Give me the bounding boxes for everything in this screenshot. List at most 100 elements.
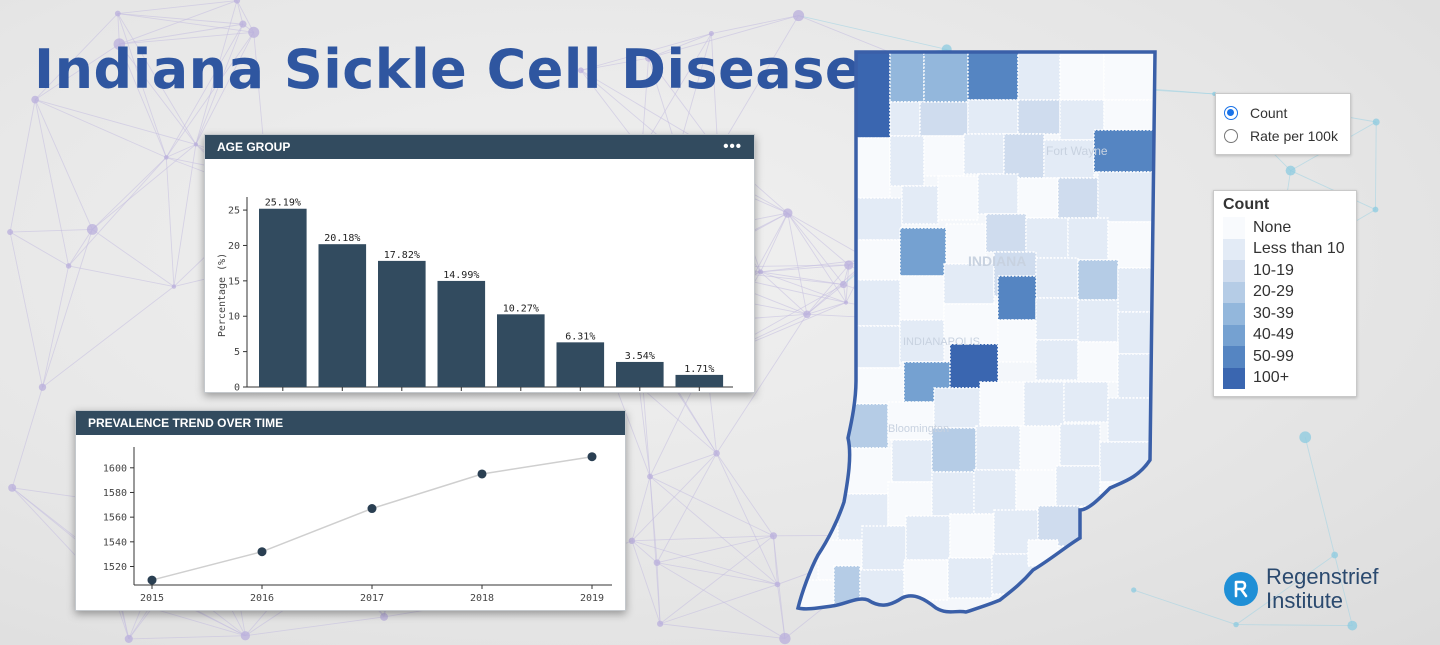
county[interactable] xyxy=(947,557,993,599)
county[interactable] xyxy=(889,52,925,103)
county[interactable] xyxy=(833,565,861,605)
radio-rate-dot[interactable] xyxy=(1224,128,1238,143)
bar-50-59[interactable] xyxy=(556,342,605,387)
county[interactable] xyxy=(923,135,965,177)
county[interactable] xyxy=(905,515,951,561)
county[interactable] xyxy=(943,303,999,345)
county[interactable] xyxy=(889,135,925,187)
bar-data-label: 6.31% xyxy=(565,331,595,342)
county[interactable] xyxy=(1055,465,1101,507)
county[interactable] xyxy=(1017,52,1061,101)
county[interactable] xyxy=(997,319,1037,363)
county[interactable] xyxy=(1117,353,1155,399)
county[interactable] xyxy=(1077,259,1119,301)
county[interactable] xyxy=(933,387,981,429)
county[interactable] xyxy=(1017,99,1061,135)
network-edge xyxy=(649,476,778,585)
county[interactable] xyxy=(943,263,995,305)
county[interactable] xyxy=(855,137,891,199)
county[interactable] xyxy=(1035,257,1079,299)
county[interactable] xyxy=(931,471,975,517)
line-point-2019[interactable] xyxy=(587,452,597,462)
county[interactable] xyxy=(1097,171,1155,223)
network-edge xyxy=(777,584,786,639)
county[interactable] xyxy=(855,197,903,241)
county[interactable] xyxy=(973,469,1017,515)
county[interactable] xyxy=(977,173,1019,215)
radio-count-dot[interactable] xyxy=(1224,105,1238,120)
county[interactable] xyxy=(985,213,1027,253)
bar-30-39[interactable] xyxy=(437,280,486,387)
bar-0-09[interactable] xyxy=(259,208,307,387)
ellipsis-icon[interactable]: ••• xyxy=(723,138,742,155)
indiana-county-map[interactable]: Fort Wayne INDIANA INDIANAPOLIS Blooming… xyxy=(788,40,1168,630)
county[interactable] xyxy=(891,439,933,483)
network-node xyxy=(38,383,47,391)
county[interactable] xyxy=(855,325,901,369)
county[interactable] xyxy=(919,101,969,137)
radio-count[interactable]: Count xyxy=(1224,101,1342,124)
bar-20-29[interactable] xyxy=(378,260,426,387)
county[interactable] xyxy=(1077,341,1119,383)
county[interactable] xyxy=(901,185,939,225)
county[interactable] xyxy=(1099,441,1151,483)
county[interactable] xyxy=(1023,381,1065,427)
line-y-tick-label: 1600 xyxy=(103,463,127,474)
bar-10-19[interactable] xyxy=(318,244,367,387)
county[interactable] xyxy=(1017,177,1059,219)
county[interactable] xyxy=(1019,425,1061,471)
county[interactable] xyxy=(861,525,907,571)
county[interactable] xyxy=(899,227,947,277)
county[interactable] xyxy=(937,175,979,221)
network-edge xyxy=(631,540,661,624)
regenstrief-logo-icon xyxy=(1224,572,1258,606)
county[interactable] xyxy=(1103,99,1155,131)
county[interactable] xyxy=(1043,139,1095,179)
county[interactable] xyxy=(847,447,893,495)
county[interactable] xyxy=(963,133,1005,175)
county[interactable] xyxy=(903,559,949,601)
county[interactable] xyxy=(1057,177,1099,219)
county[interactable] xyxy=(949,513,995,559)
county[interactable] xyxy=(949,343,999,389)
county[interactable] xyxy=(923,52,969,103)
county[interactable] xyxy=(1077,299,1119,343)
county[interactable] xyxy=(1103,52,1155,101)
network-edge xyxy=(117,13,243,25)
county[interactable] xyxy=(1015,469,1057,511)
county[interactable] xyxy=(1035,297,1079,341)
county[interactable] xyxy=(855,279,901,327)
county[interactable] xyxy=(855,52,891,139)
line-point-2016[interactable] xyxy=(257,547,267,557)
county[interactable] xyxy=(997,275,1037,321)
county[interactable] xyxy=(1117,267,1155,313)
county[interactable] xyxy=(1107,397,1153,443)
bar-40-49[interactable] xyxy=(497,314,545,387)
county[interactable] xyxy=(945,223,987,265)
county[interactable] xyxy=(1003,133,1045,179)
network-node xyxy=(65,263,72,269)
county[interactable] xyxy=(1059,52,1105,101)
line-point-2018[interactable] xyxy=(477,469,487,479)
line-point-2015[interactable] xyxy=(147,575,157,585)
county[interactable] xyxy=(1117,311,1155,355)
county[interactable] xyxy=(979,381,1025,427)
legend-item: None xyxy=(1214,217,1356,239)
county[interactable] xyxy=(1037,505,1081,547)
county[interactable] xyxy=(855,239,901,281)
county[interactable] xyxy=(967,52,1019,101)
county[interactable] xyxy=(1067,217,1109,261)
county[interactable] xyxy=(899,275,945,321)
county[interactable] xyxy=(975,425,1021,471)
bar-70+[interactable] xyxy=(675,374,724,387)
county[interactable] xyxy=(1063,381,1109,423)
bar-60-69[interactable] xyxy=(616,361,664,387)
county[interactable] xyxy=(889,101,921,137)
county[interactable] xyxy=(855,367,905,405)
radio-rate[interactable]: Rate per 100k xyxy=(1224,124,1342,147)
county[interactable] xyxy=(1035,339,1079,381)
county[interactable] xyxy=(1059,423,1101,467)
county[interactable] xyxy=(1059,99,1105,141)
line-point-2017[interactable] xyxy=(367,504,377,514)
county[interactable] xyxy=(967,99,1019,135)
